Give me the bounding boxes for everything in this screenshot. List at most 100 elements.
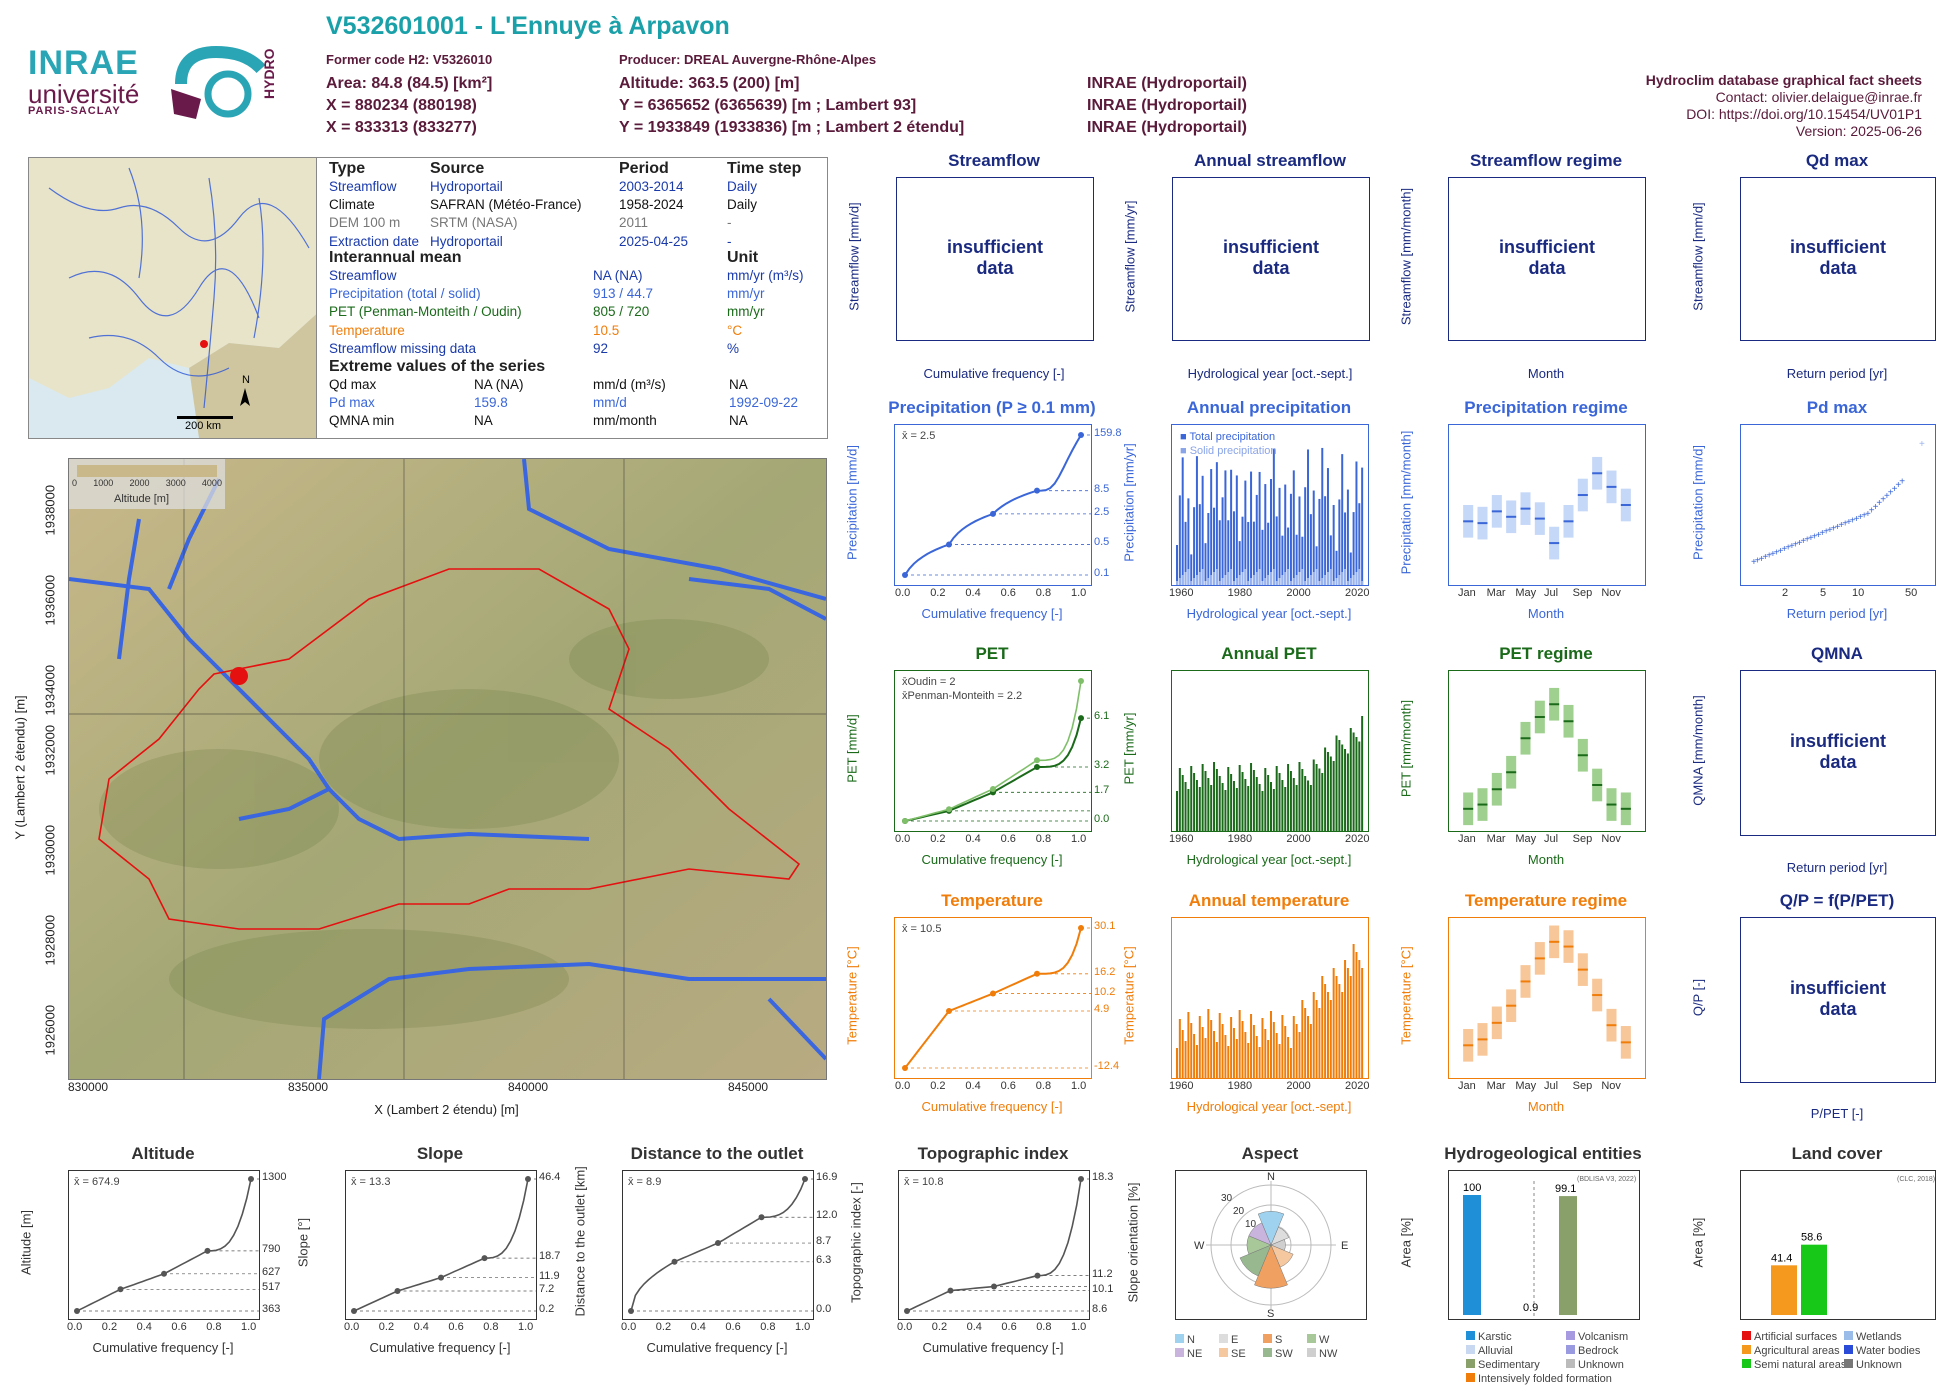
annual_precip-bar bbox=[1235, 475, 1238, 585]
hydrogeo-label: 100 bbox=[1463, 1182, 1481, 1194]
annual_precip-bar-secondary bbox=[1241, 572, 1244, 585]
slope-xtick: 0.6 bbox=[448, 1321, 464, 1333]
annual_precip-bar bbox=[1238, 541, 1241, 585]
pd-max-point: + bbox=[1823, 527, 1829, 538]
annual_precip-bar bbox=[1227, 520, 1230, 585]
y-l93-text: Y = 6365652 (6365639) [m ; Lambert 93] bbox=[619, 97, 917, 114]
aspect-legend-item: E bbox=[1219, 1330, 1238, 1348]
pet-point bbox=[1034, 757, 1040, 764]
annual_precip-bar bbox=[1224, 470, 1227, 585]
aspect-sector bbox=[1257, 1211, 1285, 1246]
altitude-ylabel: Altitude [m] bbox=[18, 1209, 34, 1276]
slope-right-tick: 11.9 bbox=[539, 1269, 560, 1282]
annual_temp-bar bbox=[1315, 1000, 1318, 1078]
precip-point bbox=[946, 541, 952, 548]
pet_regime-xtick: May bbox=[1515, 833, 1537, 845]
annual_precip-bar bbox=[1295, 534, 1298, 585]
annual_precip-bar bbox=[1278, 487, 1281, 585]
temp-point bbox=[1078, 925, 1084, 931]
altitude-xlabel: Cumulative frequency [-] bbox=[92, 1340, 234, 1355]
annual_precip-bar bbox=[1187, 498, 1190, 585]
annual_precip-bar-secondary bbox=[1218, 581, 1221, 585]
annual_pet-bar bbox=[1238, 765, 1241, 831]
pd-max-point: + bbox=[1766, 551, 1772, 562]
altitude-xtick: 0.2 bbox=[101, 1321, 118, 1333]
temp-right-tick: 16.2 bbox=[1094, 965, 1116, 978]
slope-point bbox=[351, 1308, 357, 1314]
pet_regime-xtick: Jan bbox=[1458, 833, 1476, 845]
annual_precip-bar-secondary bbox=[1258, 569, 1261, 585]
annual_pet-bar bbox=[1264, 768, 1267, 831]
source-1: INRAE (Hydroportail) bbox=[1087, 75, 1247, 92]
annual_precip-bar-secondary bbox=[1270, 572, 1272, 585]
pd-max-point: + bbox=[1861, 511, 1867, 522]
th-timestep: Time step bbox=[727, 160, 802, 177]
annual_pet-chart bbox=[1176, 716, 1364, 831]
location-minimap: 200 km N bbox=[28, 157, 324, 439]
qd_max-plot-area: insufficient data bbox=[1740, 177, 1936, 341]
temp-title: Temperature bbox=[941, 891, 1043, 910]
annual_precip-bar bbox=[1284, 484, 1287, 585]
annual_precip-bar-secondary bbox=[1346, 581, 1349, 585]
temp-ylabel: Temperature [°C] bbox=[844, 946, 860, 1045]
annual_pet-bar bbox=[1201, 764, 1204, 831]
annual_temp-bar bbox=[1187, 1012, 1190, 1078]
annual_pet-xtick: 1980 bbox=[1227, 833, 1253, 845]
hydrogeo-legend-item: Sedimentary bbox=[1466, 1355, 1540, 1373]
map-xtick: 830000 bbox=[68, 1080, 109, 1094]
pet_regime-xtick: Mar bbox=[1486, 833, 1506, 845]
topo-point bbox=[991, 1283, 997, 1290]
annual_temp-bar bbox=[1312, 992, 1315, 1078]
north-arrow-icon bbox=[240, 388, 250, 406]
annual_pet-bar bbox=[1295, 785, 1298, 831]
topo-right-tick: 10.1 bbox=[1092, 1282, 1114, 1295]
annual_pet-xtick: 2020 bbox=[1345, 833, 1370, 845]
distance-xtick: 1.0 bbox=[795, 1321, 811, 1333]
altitude-point bbox=[117, 1286, 124, 1293]
hydrogeo-plot-area: 100 0.9 99.1 (BDLISA V3, 2022) bbox=[1448, 1170, 1640, 1320]
annual_precip-bar-secondary bbox=[1295, 575, 1298, 585]
annual_precip-bar-secondary bbox=[1215, 569, 1218, 585]
annual_temp-bar bbox=[1324, 984, 1327, 1078]
map-xtick: 845000 bbox=[728, 1080, 769, 1094]
qmna-ylabel: QMNA [mm/month] bbox=[1690, 695, 1706, 806]
slope-point bbox=[525, 1176, 531, 1182]
pet-title: PET bbox=[975, 644, 1009, 663]
pd-max-xtick: 50 bbox=[1905, 587, 1918, 599]
streamflow_regime-plot-area: insufficient data bbox=[1448, 177, 1646, 341]
streamflow_regime-ylabel: Streamflow [mm/month] bbox=[1398, 187, 1414, 326]
pd-max-point: + bbox=[1873, 502, 1879, 513]
extreme-row: QMNA min NA mm/month NA bbox=[329, 413, 748, 429]
pet-point bbox=[990, 785, 996, 792]
pd-max-point: + bbox=[1770, 549, 1776, 560]
streamflow-insufficient: insufficient data bbox=[946, 237, 1043, 278]
distance-chart bbox=[628, 1176, 813, 1314]
temp_regime-xtick: Sep bbox=[1572, 1080, 1593, 1092]
pet-point bbox=[1078, 715, 1084, 722]
pet-ylabel: PET [mm/d] bbox=[844, 714, 860, 783]
annual_temp-bar bbox=[1264, 1029, 1267, 1078]
altitude-xtick: 0.8 bbox=[206, 1321, 222, 1333]
aspect-ring-label: 20 bbox=[1233, 1206, 1245, 1217]
annual_temp-bar bbox=[1270, 1011, 1272, 1078]
altitude-point bbox=[161, 1270, 167, 1277]
annual_precip-bar-secondary bbox=[1272, 569, 1275, 585]
annual_temp-bar bbox=[1258, 1047, 1261, 1078]
annual_pet-bar bbox=[1267, 775, 1270, 831]
annual_temp-bar bbox=[1341, 992, 1344, 1078]
aspect-sector bbox=[1239, 1244, 1272, 1277]
altitude-right-tick: 363 bbox=[262, 1303, 281, 1315]
precip_regime-chart bbox=[1463, 456, 1631, 560]
annual_precip-bar-secondary bbox=[1261, 581, 1264, 585]
annual_temp-bar bbox=[1358, 960, 1361, 1078]
precip-xtick: 1.0 bbox=[1071, 587, 1087, 599]
annual_precip-bar bbox=[1244, 480, 1247, 585]
precip_regime-xtick: May bbox=[1515, 587, 1537, 599]
pd-max-xtick: 10 bbox=[1852, 587, 1865, 599]
annual_precip-bar-secondary bbox=[1235, 578, 1238, 585]
th-period: Period bbox=[619, 160, 669, 177]
annual_precip-bar bbox=[1307, 449, 1310, 585]
annual_precip-bar-secondary bbox=[1255, 572, 1258, 585]
annual_temp-bar bbox=[1224, 1035, 1227, 1078]
pet-xtick: 0.4 bbox=[965, 833, 981, 845]
